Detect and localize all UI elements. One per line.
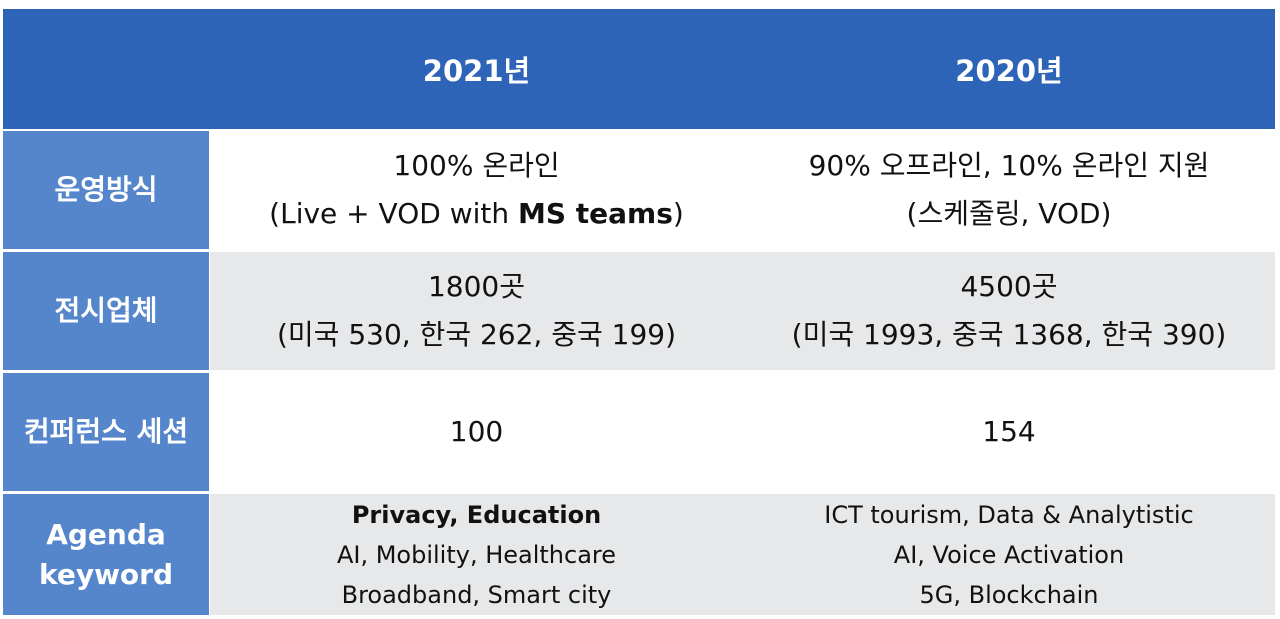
operation-2020-line2: (스케줄링, VOD): [906, 197, 1112, 230]
label-agenda-line2: keyword: [38, 557, 174, 591]
operation-2021-line2-post: ): [672, 197, 684, 230]
cell-sessions-2020: 154: [743, 373, 1275, 491]
exhibitors-2020-line1: 4500곳: [960, 270, 1058, 303]
agenda-2021-line3: Broadband, Smart city: [341, 580, 612, 609]
row-agenda: Agenda keyword Privacy, Education AI, Mo…: [3, 494, 1275, 615]
header-2020: 2020년: [955, 54, 1063, 88]
comparison-table: 2021년 2020년 운영방식 100% 온라인 (Live + VOD wi…: [3, 9, 1275, 615]
cell-agenda-2021: Privacy, Education AI, Mobility, Healthc…: [210, 494, 743, 615]
operation-2021-line2-bold: MS teams: [518, 197, 673, 230]
label-agenda: Agenda keyword: [3, 494, 210, 615]
cell-operation-2020: 90% 오프라인, 10% 온라인 지원 (스케줄링, VOD): [743, 131, 1275, 249]
cell-agenda-2020: ICT tourism, Data & Analytistic AI, Voic…: [743, 494, 1275, 615]
row-sessions: 컨퍼런스 세션 100 154: [3, 373, 1275, 491]
agenda-2020-line3: 5G, Blockchain: [919, 580, 1099, 609]
label-agenda-line1: Agenda: [46, 517, 166, 551]
header-2021: 2021년: [422, 54, 531, 88]
agenda-2020-line1: ICT tourism, Data & Analytistic: [824, 500, 1194, 529]
operation-2021-line2: (Live + VOD with MS teams): [269, 190, 684, 238]
header-row: 2021년 2020년: [3, 9, 1275, 129]
row-exhibitors: 전시업체 1800곳 (미국 530, 한국 262, 중국 199) 4500…: [3, 252, 1275, 370]
row-operation: 운영방식 100% 온라인 (Live + VOD with MS teams)…: [3, 131, 1275, 249]
sessions-2020-value: 154: [982, 415, 1036, 448]
agenda-2020-line2: AI, Voice Activation: [893, 540, 1125, 569]
operation-2020-line1: 90% 오프라인, 10% 온라인 지원: [808, 149, 1210, 182]
cell-operation-2021: 100% 온라인 (Live + VOD with MS teams): [210, 131, 743, 249]
agenda-2021-line1: Privacy, Education: [352, 495, 601, 535]
sessions-2021-value: 100: [449, 415, 504, 448]
cell-exhibitors-2020: 4500곳 (미국 1993, 중국 1368, 한국 390): [743, 252, 1275, 370]
exhibitors-2020-line2: (미국 1993, 중국 1368, 한국 390): [791, 318, 1227, 351]
agenda-2021-line1-bold: Privacy, Education: [351, 500, 602, 529]
operation-2021-line1: 100% 온라인: [393, 149, 560, 182]
cell-sessions-2021: 100: [210, 373, 743, 491]
cell-exhibitors-2021: 1800곳 (미국 530, 한국 262, 중국 199): [210, 252, 743, 370]
label-exhibitors: 전시업체: [3, 252, 210, 370]
exhibitors-2021-line1: 1800곳: [427, 270, 526, 303]
agenda-2021-line2: AI, Mobility, Healthcare: [336, 540, 617, 569]
operation-2021-line2-pre: (Live + VOD with: [269, 197, 518, 230]
label-operation: 운영방식: [3, 131, 210, 249]
exhibitors-2021-line2: (미국 530, 한국 262, 중국 199): [276, 318, 677, 351]
label-sessions: 컨퍼런스 세션: [3, 373, 210, 491]
header-corner-cell: [3, 9, 210, 129]
